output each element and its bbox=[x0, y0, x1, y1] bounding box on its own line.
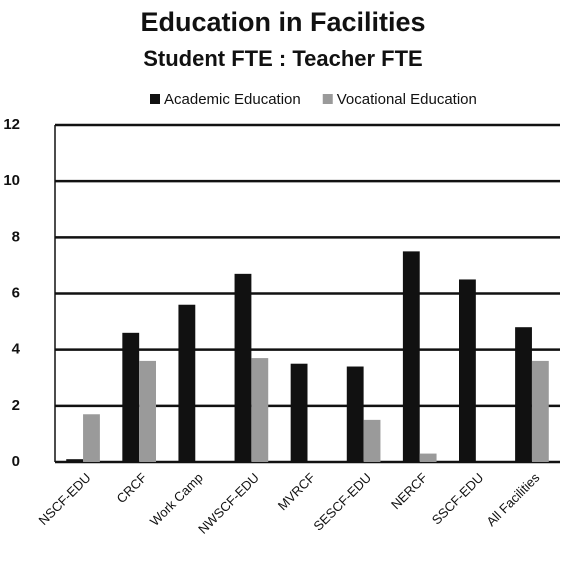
legend-label: Vocational Education bbox=[337, 91, 477, 108]
x-tick-label: SESCF-EDU bbox=[310, 470, 374, 534]
x-tick-label: SSCF-EDU bbox=[429, 470, 487, 528]
bar bbox=[234, 273, 252, 462]
bar bbox=[515, 327, 532, 462]
bar bbox=[290, 363, 308, 462]
chart-subtitle: Student FTE : Teacher FTE bbox=[143, 46, 423, 71]
legend-label: Academic Education bbox=[164, 91, 301, 108]
x-tick-label: CRCF bbox=[114, 470, 150, 506]
y-tick-label: 2 bbox=[12, 397, 20, 414]
bar bbox=[122, 332, 140, 462]
y-tick-label: 8 bbox=[12, 228, 20, 245]
legend-swatch bbox=[322, 94, 333, 104]
bar bbox=[178, 304, 196, 462]
bar bbox=[251, 358, 269, 462]
bar bbox=[402, 251, 420, 462]
y-tick-label: 6 bbox=[12, 284, 20, 301]
bar bbox=[346, 366, 364, 462]
bar bbox=[459, 279, 476, 462]
x-tick-label: NERCF bbox=[388, 470, 430, 512]
x-tick-label: NSCF-EDU bbox=[36, 470, 94, 528]
bar bbox=[419, 453, 437, 462]
x-tick-label: Work Camp bbox=[147, 470, 206, 529]
y-tick-label: 10 bbox=[3, 172, 20, 189]
legend-swatch bbox=[150, 94, 160, 104]
chart-title: Education in Facilities bbox=[140, 7, 425, 37]
y-tick-label: 12 bbox=[3, 116, 20, 133]
x-tick-label: MVRCF bbox=[275, 470, 318, 513]
bar bbox=[363, 419, 381, 462]
y-tick-label: 4 bbox=[12, 341, 21, 358]
bar bbox=[66, 459, 84, 462]
bar bbox=[531, 360, 549, 462]
x-tick-label: All Facilities bbox=[483, 470, 542, 529]
bar bbox=[139, 360, 156, 462]
y-tick-label: 0 bbox=[12, 453, 20, 470]
bar bbox=[83, 414, 100, 462]
